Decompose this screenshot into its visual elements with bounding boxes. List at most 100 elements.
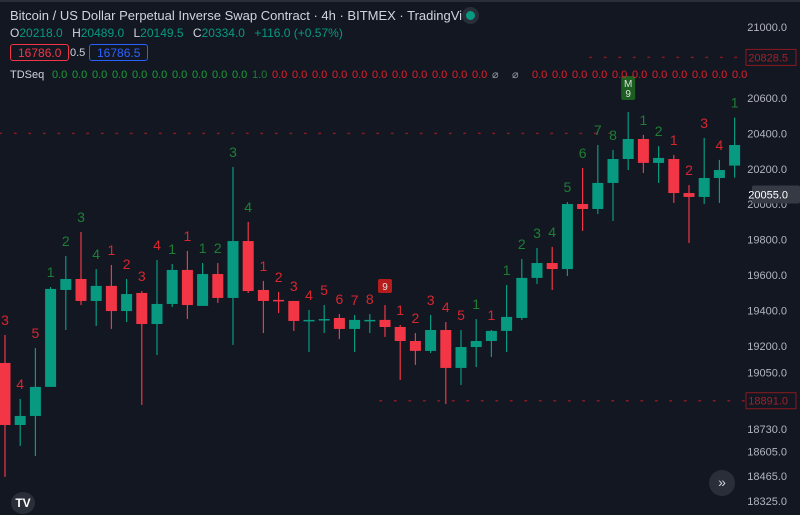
candle (485, 330, 497, 357)
candle-body (607, 159, 619, 183)
candle-body (425, 330, 437, 351)
indicator-value: 0.0 (692, 69, 708, 81)
td-count-label: 2 (62, 233, 70, 249)
change-value: +116.0 (+0.57%) (254, 26, 343, 40)
y-tick-label: 18325.0 (747, 496, 787, 508)
candle (683, 185, 695, 244)
indicator-value: 0.0 (332, 69, 348, 81)
candle (0, 334, 11, 477)
low-value: 20149.5 (140, 26, 184, 40)
y-tick-label: 19800.0 (747, 235, 787, 247)
candle (227, 166, 239, 345)
indicator-value: 0.0 (472, 69, 488, 81)
candle-body (181, 269, 193, 306)
candle (440, 322, 452, 404)
indicator-value: 0.0 (72, 69, 88, 81)
candle-body (151, 303, 163, 324)
candle (166, 263, 178, 307)
candle (561, 202, 573, 276)
y-tick-label: 18730.0 (747, 424, 787, 436)
y-tick-label: 20600.0 (747, 93, 787, 105)
candle-body (455, 347, 467, 368)
candle (379, 305, 391, 337)
td-count-label: 1 (472, 296, 480, 312)
indicator-value: 0.0 (612, 69, 628, 81)
candle (592, 145, 604, 214)
open-value: 20218.0 (19, 26, 63, 40)
ohlc-legend: O20218.0 H20489.0 L20149.5 C20334.0 +116… (10, 26, 349, 40)
candle (303, 309, 315, 352)
td-count-label: 2 (655, 123, 663, 139)
td-count-label: 1 (488, 307, 496, 323)
indicator-value: 0.0 (372, 69, 388, 81)
candle-body (197, 274, 209, 306)
td-count-label: 1 (260, 258, 268, 274)
indicator-value: 0.0 (552, 69, 568, 81)
candle (577, 168, 589, 231)
sell-button[interactable]: 16786.0 (10, 44, 70, 61)
candle-body (257, 289, 269, 301)
market-status-icon[interactable] (466, 11, 475, 20)
level-price-label: 20828.5 (748, 52, 788, 64)
td-count-label: 2 (123, 256, 131, 272)
candle-body (531, 263, 543, 278)
candle (29, 347, 41, 457)
buy-button[interactable]: 16786.5 (89, 44, 149, 61)
td-count-label: 3 (427, 292, 435, 308)
candle-body (45, 288, 57, 387)
candle (364, 314, 376, 334)
candle-body (318, 319, 330, 321)
candle (151, 260, 163, 355)
td-count-label: 4 (548, 224, 556, 240)
indicator-value: 0.0 (52, 69, 68, 81)
tradingview-logo[interactable]: TV (11, 492, 35, 514)
candle (653, 146, 665, 183)
td-count-label: 1 (731, 95, 739, 111)
td-count-label: 3 (138, 268, 146, 284)
indicator-value: 0.0 (152, 69, 168, 81)
candle (14, 398, 26, 446)
td-count-label: 4 (305, 287, 313, 303)
current-price-label: 20055.0 (748, 189, 788, 201)
td-count-label: 3 (1, 312, 9, 328)
high-value: 20489.0 (80, 26, 125, 40)
indicator-value: 0.0 (352, 69, 368, 81)
td-count-label: 1 (670, 132, 678, 148)
candle-body (0, 362, 11, 425)
candle-body (273, 299, 285, 302)
td-count-label: 7 (594, 122, 602, 138)
candle-body (379, 319, 391, 327)
indicator-value: 0.0 (312, 69, 328, 81)
candle (637, 134, 649, 174)
candle-body (577, 204, 589, 209)
candle (455, 330, 467, 385)
indicator-value: 0.0 (172, 69, 188, 81)
candle (394, 325, 406, 380)
candle (121, 278, 133, 323)
candle-body (121, 294, 133, 312)
td-count-label: 1 (184, 228, 192, 244)
td-marker-label: 9 (382, 282, 388, 293)
indicator-value: 0.0 (132, 69, 148, 81)
indicator-value: 0.0 (432, 69, 448, 81)
indicator-value: 0.0 (532, 69, 548, 81)
candle-body (90, 285, 102, 301)
td-count-label: 5 (320, 282, 328, 298)
td-count-label: 6 (336, 291, 344, 307)
candle-body (136, 292, 148, 324)
td-count-label: 4 (16, 376, 24, 392)
td-marker-label: 9 (625, 89, 631, 100)
candle-body (668, 159, 680, 194)
candle-body (470, 340, 482, 348)
td-count-label: 5 (564, 179, 572, 195)
candle-body (485, 330, 497, 341)
indicator-value: 0.0 (112, 69, 128, 81)
candle-body (333, 317, 345, 329)
td-count-label: 8 (609, 127, 617, 143)
indicator-legend[interactable]: TDSeq 0.0 0.0 0.0 0.0 0.0 0.0 0.0 0.0 0.0 0.0 1.0 0.… (10, 68, 750, 81)
candle-body (683, 193, 695, 197)
candle-body (227, 241, 239, 298)
scroll-to-latest-button[interactable]: » (709, 470, 735, 496)
